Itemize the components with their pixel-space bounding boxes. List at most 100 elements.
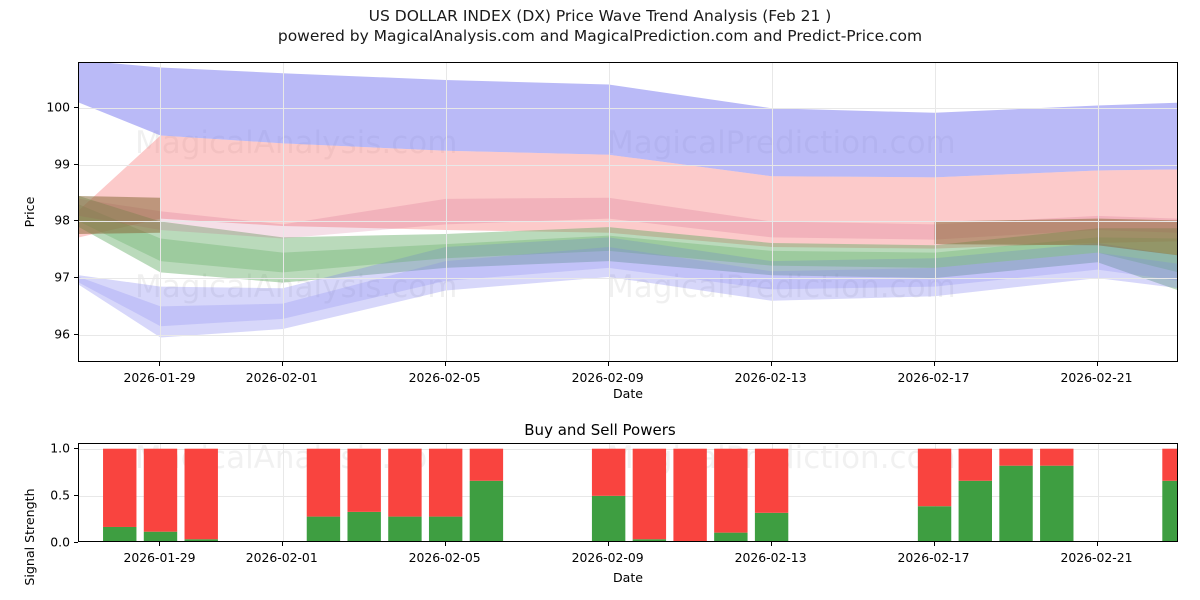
gridline-horizontal: [79, 164, 1177, 166]
signal-bar[interactable]: [184, 448, 218, 542]
sell-power-segment: [632, 448, 667, 540]
buy-power-segment: [347, 511, 381, 541]
buy-power-segment: [714, 532, 748, 541]
sell-power-segment: [1162, 448, 1177, 481]
y-tick-mark: [74, 163, 78, 165]
gridline-horizontal: [79, 108, 1177, 110]
x-tick-label: 2026-02-17: [897, 550, 970, 565]
wave-band-brown-overlap: [79, 196, 161, 234]
buy-power-segment: [1162, 480, 1177, 541]
y-tick-label: 1.0: [50, 440, 70, 456]
signal-bars: [103, 448, 1178, 542]
y-tick-label: 0.0: [50, 534, 70, 550]
buy-power-segment: [388, 516, 422, 541]
sell-power-segment: [184, 448, 218, 540]
gridline-vertical: [282, 444, 284, 541]
gridline-vertical: [771, 63, 773, 361]
price-wave-plot-area[interactable]: MagicalAnalysis.com MagicalPrediction.co…: [78, 62, 1178, 362]
sell-power-segment: [917, 448, 952, 507]
gridline-vertical: [445, 63, 447, 361]
x-tick-label: 2026-01-29: [123, 550, 196, 565]
x-tick-label: 2026-02-01: [245, 370, 318, 385]
x-tick-label: 2026-02-21: [1060, 370, 1133, 385]
gridline-vertical: [1097, 444, 1099, 541]
signal-bar[interactable]: [1162, 448, 1178, 542]
buy-power-segment: [999, 465, 1033, 541]
wave-subband: [79, 204, 1177, 273]
signal-bar[interactable]: [428, 448, 463, 542]
x-tick-label: 2026-02-13: [734, 550, 807, 565]
buy-power-segment: [1040, 465, 1074, 541]
sell-power-segment: [306, 448, 341, 517]
gridline-vertical: [282, 63, 284, 361]
price-wave-panel: MagicalAnalysis.com MagicalPrediction.co…: [22, 62, 1178, 401]
page-title: US DOLLAR INDEX (DX) Price Wave Trend An…: [368, 7, 832, 25]
gridline-vertical: [160, 63, 162, 361]
x-tick-mark: [607, 542, 609, 546]
buy-power-segment: [306, 516, 341, 541]
buy-power-segment: [632, 539, 667, 541]
signal-bar[interactable]: [673, 448, 707, 542]
signal-bar[interactable]: [958, 448, 992, 542]
sell-power-segment: [754, 448, 789, 513]
signal-bar[interactable]: [999, 448, 1033, 542]
y-tick-mark: [74, 220, 78, 222]
y-tick-mark: [74, 333, 78, 335]
signal-bar[interactable]: [143, 448, 178, 542]
y-axis-label-signal-strength: Signal Strength: [22, 488, 37, 586]
y-tick-label: 98: [54, 212, 70, 228]
signal-bar[interactable]: [591, 448, 626, 542]
signal-bar[interactable]: [632, 448, 667, 542]
wave-band-brown-overlap: [934, 218, 1177, 256]
y-tick-mark: [74, 107, 78, 109]
x-tick-mark: [444, 362, 446, 366]
sell-power-segment: [673, 448, 707, 541]
wave-band-lower-blue-wave: [79, 237, 1177, 338]
chart-title-block: US DOLLAR INDEX (DX) Price Wave Trend An…: [0, 6, 1200, 46]
wave-band-red-resistance-band: [79, 135, 1177, 249]
y-tick-mark: [74, 447, 78, 449]
buy-power-segment: [184, 539, 218, 541]
y-axis-label-price: Price: [22, 196, 37, 228]
y-tick-mark: [74, 542, 78, 543]
x-tick-label: 2026-02-05: [408, 370, 481, 385]
sell-power-segment: [714, 448, 748, 533]
signal-bar[interactable]: [388, 448, 422, 542]
buy-power-segment: [103, 526, 137, 541]
sell-power-segment: [591, 448, 626, 496]
y-tick-mark: [74, 277, 78, 279]
gridline-horizontal: [79, 278, 1177, 280]
buy-power-segment: [428, 516, 463, 541]
x-tick-mark: [607, 362, 609, 366]
x-tick-mark: [159, 362, 161, 366]
sell-power-segment: [388, 448, 422, 517]
x-tick-mark: [933, 362, 935, 366]
signal-bar[interactable]: [347, 448, 381, 542]
sell-power-segment: [1040, 448, 1074, 466]
x-tick-mark: [933, 542, 935, 546]
wave-subband: [79, 246, 1177, 327]
signal-bar[interactable]: [917, 448, 952, 542]
signal-bar[interactable]: [469, 448, 504, 542]
signal-bar[interactable]: [306, 448, 341, 542]
x-tick-mark: [770, 542, 772, 546]
sell-power-segment: [958, 448, 992, 481]
x-tick-mark: [281, 542, 283, 546]
signal-bar[interactable]: [1040, 448, 1074, 542]
price-wave-bands: [79, 63, 1177, 338]
sell-power-segment: [143, 448, 178, 532]
x-tick-label: 2026-02-21: [1060, 550, 1133, 565]
buy-sell-plot-area[interactable]: MagicalAnalysis.com MagicalPrediction.co…: [78, 443, 1178, 542]
x-tick-mark: [770, 362, 772, 366]
buy-power-segment: [469, 480, 504, 541]
x-tick-label: 2026-01-29: [123, 370, 196, 385]
signal-bar[interactable]: [754, 448, 789, 542]
buy-power-segment: [917, 506, 952, 541]
x-axis-label-date-bottom: Date: [612, 570, 644, 585]
signal-bar[interactable]: [714, 448, 748, 542]
gridline-vertical: [608, 63, 610, 361]
y-tick-label: 99: [54, 156, 70, 172]
sell-power-segment: [428, 448, 463, 517]
signal-bar[interactable]: [103, 448, 137, 542]
y-tick-label: 0.5: [50, 487, 70, 503]
